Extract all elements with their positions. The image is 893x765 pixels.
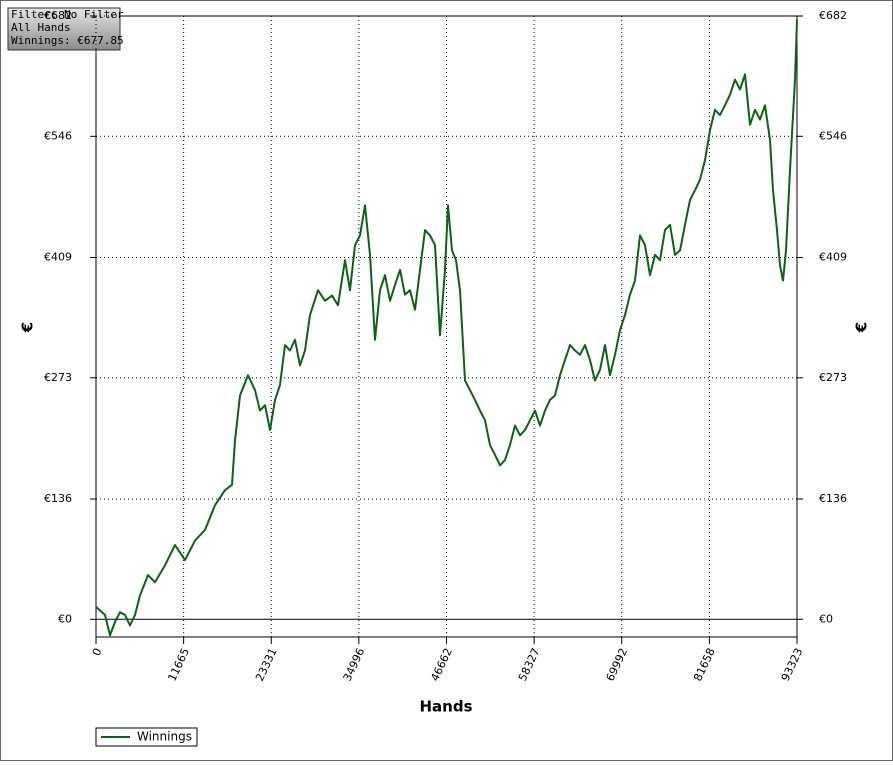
y2-tick-label: €136 [819,492,847,505]
y-tick-label: €273 [44,371,72,384]
info-text: All Hands [11,21,71,34]
y-tick-label: €546 [44,129,72,142]
x-axis-title: Hands [419,698,472,716]
info-text: Winnings: €677.85 [11,34,124,47]
y2-tick-label: €682 [819,9,847,22]
info-text: Filter: No Filter [11,8,124,21]
y2-tick-label: €273 [819,371,847,384]
y-axis-title: € [19,322,37,333]
legend [95,727,198,747]
legend-label: Winnings [137,730,192,744]
y2-tick-label: €0 [819,612,833,625]
series-line [95,19,798,637]
y-tick-label: €136 [44,492,72,505]
y2-tick-label: €409 [819,251,847,264]
info-box [7,7,121,51]
y2-axis-title: € [853,322,871,333]
y-tick-label: €409 [44,251,72,264]
y2-tick-label: €546 [819,129,847,142]
y-tick-label: €682 [44,9,72,22]
y-tick-label: €0 [58,612,72,625]
x-tick-label: 0 [90,646,105,658]
